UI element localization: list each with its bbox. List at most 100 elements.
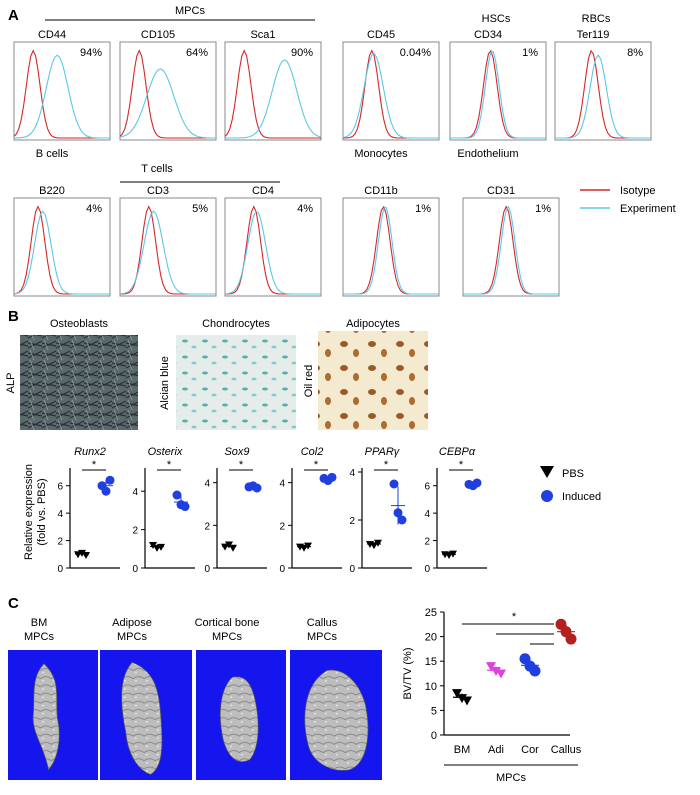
histogram-box <box>342 197 440 297</box>
y-tick-label: 2 <box>279 521 285 532</box>
gene-title: Col2 <box>301 446 324 458</box>
pbs-point <box>449 550 457 558</box>
group-label-mpcs: MPCs <box>496 772 526 784</box>
data-point <box>529 665 541 677</box>
category-label: Adi <box>488 744 504 756</box>
category-label: BM <box>454 744 471 756</box>
legend-pbs: PBS <box>562 468 584 480</box>
y-tick-label: 20 <box>425 632 437 644</box>
oilred-stain-image <box>318 331 428 430</box>
percent-label: 8% <box>627 47 643 59</box>
experiment-curve <box>119 210 216 295</box>
y-tick-label: 6 <box>57 482 63 493</box>
microct-subtitle: MPCs <box>307 631 337 643</box>
histogram-box <box>224 41 322 141</box>
category-label: Callus <box>551 744 582 756</box>
bone-render <box>32 663 60 771</box>
experiment-curve <box>119 68 216 139</box>
data-point <box>496 669 506 679</box>
microct-subtitle: MPCs <box>24 631 54 643</box>
group-label-hscs: HSCs <box>482 13 511 25</box>
legend-pbs-marker <box>540 466 554 478</box>
y-tick-label: 0 <box>349 564 355 575</box>
pbs-point <box>157 543 165 551</box>
experiment-curve <box>13 54 110 139</box>
bone-render <box>304 669 369 771</box>
isotype-curve <box>450 49 546 139</box>
induced-point <box>105 475 115 485</box>
y-tick-label: 0 <box>204 564 210 575</box>
histogram-box <box>119 41 217 141</box>
y-tick-label: 2 <box>349 516 355 527</box>
gene-title: Osterix <box>148 446 183 458</box>
pbs-point <box>149 541 157 549</box>
y-tick-label: 4 <box>57 509 63 520</box>
legend-isotype: Isotype <box>620 185 655 197</box>
marker-label: CD44 <box>38 29 66 41</box>
gene-expression-charts: Runx20246*Osterix024*Sox9024*Col2024*PPA… <box>57 446 487 575</box>
significance-star: * <box>314 459 319 471</box>
y-tick-label: 2 <box>204 521 210 532</box>
data-point <box>457 694 467 704</box>
y-tick-label: 10 <box>425 681 437 693</box>
panel-a-letter: A <box>8 7 19 24</box>
induced-point <box>472 478 482 488</box>
microct-title: Cortical bone <box>195 617 260 629</box>
significance-star: * <box>384 459 389 471</box>
group-label-rbcs: RBCs <box>582 13 611 25</box>
panel-b-ylabel-2: (fold vs. PBS) <box>36 478 48 545</box>
y-tick-label: 2 <box>132 526 138 537</box>
percent-label: 64% <box>186 47 208 59</box>
y-tick-label: 0 <box>279 564 285 575</box>
legend-experiment: Experiment <box>620 203 676 215</box>
legend-induced-marker <box>541 490 553 502</box>
histogram-box <box>342 41 440 141</box>
histogram-box <box>119 197 217 297</box>
data-point <box>462 696 472 706</box>
y-tick-label: 5 <box>431 705 437 717</box>
pbs-point <box>300 544 308 552</box>
isotype-curve <box>555 49 651 139</box>
image-title-osteoblasts: Osteoblasts <box>50 318 109 330</box>
alcian-stain-image <box>176 335 296 430</box>
flow-row-2: B220 4% CD3 5% CD4 4% CD11b 1% CD31 1% <box>13 185 560 297</box>
pbs-point <box>82 551 90 559</box>
histogram-box <box>554 41 652 141</box>
pbs-point <box>225 541 233 549</box>
histogram-box <box>462 197 560 297</box>
y-tick-label: 2 <box>57 537 63 548</box>
microct-title: Callus <box>307 617 338 629</box>
induced-point <box>252 483 262 493</box>
bvtv-chart: 0 5 10 15 20 25 BV/TV (%) BM Adi Cor Callus MPCs * <box>402 607 582 784</box>
isotype-curve <box>224 49 321 139</box>
percent-label: 90% <box>291 47 313 59</box>
marker-label: CD11b <box>364 185 397 197</box>
image-title-chondrocytes: Chondrocytes <box>202 318 270 330</box>
y-tick-label: 0 <box>132 564 138 575</box>
y-tick-label: 25 <box>425 607 437 619</box>
category-label: Cor <box>521 744 539 756</box>
alp-stain-image <box>20 335 138 430</box>
gene-legend: PBS Induced <box>540 466 601 503</box>
percent-label: 4% <box>297 203 313 215</box>
gene-title: CEBPα <box>439 446 476 458</box>
gene-title: Runx2 <box>74 446 106 458</box>
y-tick-label: 0 <box>424 564 430 575</box>
data-point <box>452 689 462 699</box>
microct-title: Adipose <box>112 617 152 629</box>
cell-type-label: Endothelium <box>457 148 518 160</box>
pbs-point <box>229 544 237 552</box>
percent-label: 1% <box>535 203 551 215</box>
pbs-point <box>370 542 378 550</box>
gene-title: PPARγ <box>365 446 401 458</box>
percent-label: 0.04% <box>400 47 431 59</box>
marker-label: B220 <box>39 185 65 197</box>
significance-star: * <box>459 459 464 471</box>
marker-label: CD105 <box>141 29 175 41</box>
induced-point <box>327 472 337 482</box>
isotype-curve <box>343 49 439 139</box>
percent-label: 1% <box>415 203 431 215</box>
induced-point <box>397 515 407 525</box>
histogram-box <box>13 197 111 297</box>
